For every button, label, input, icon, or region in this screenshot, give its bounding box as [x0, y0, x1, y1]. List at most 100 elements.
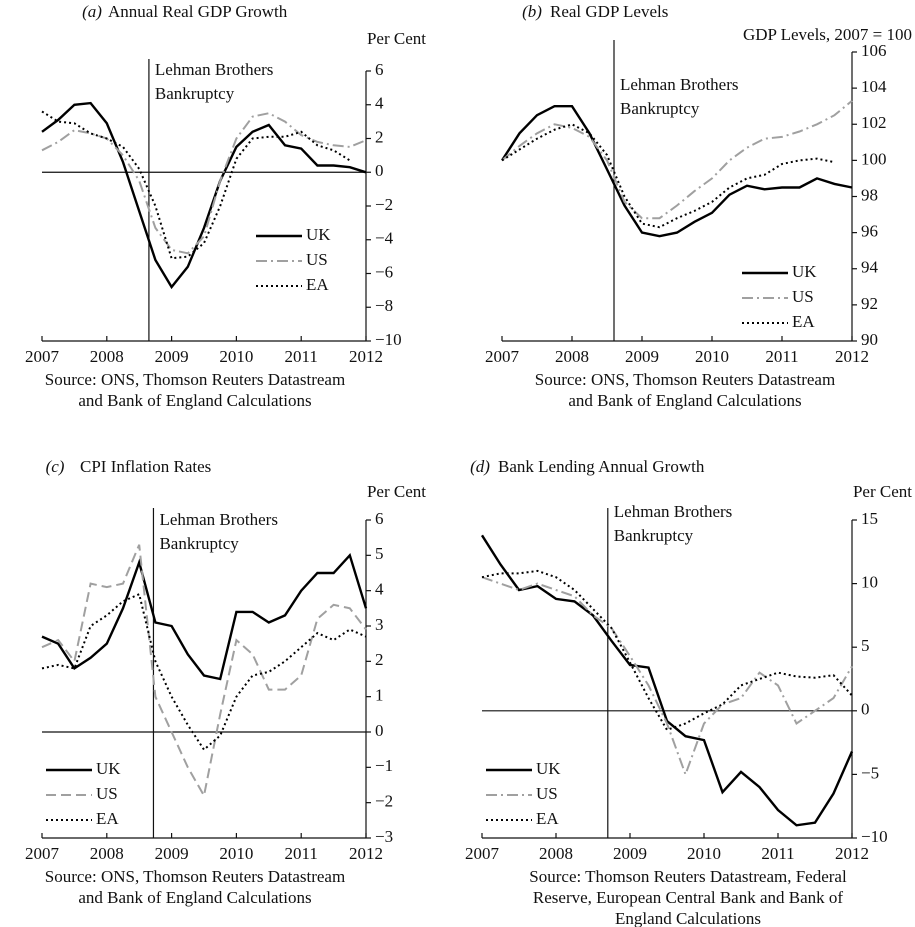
series-line — [41, 592, 367, 752]
y-tick-label: 102 — [861, 113, 887, 132]
x-tick-label: 2012 — [349, 347, 383, 366]
x-tick-label: 2010 — [695, 347, 729, 366]
x-tick-label: 2011 — [285, 844, 318, 863]
legend-label: EA — [536, 809, 559, 828]
panel: (b) Real GDP Levels GDP Levels, 2007 = 100… — [485, 2, 912, 410]
y-tick-label: 6 — [375, 60, 384, 79]
y-tick-label: −6 — [375, 262, 393, 281]
legend-label: EA — [96, 809, 119, 828]
x-tick-label: 2008 — [539, 844, 573, 863]
x-tick-label: 2011 — [761, 844, 794, 863]
y-tick-label: 3 — [375, 615, 384, 634]
y-tick-label: −5 — [861, 763, 879, 782]
x-tick-label: 2009 — [155, 844, 189, 863]
legend-label: US — [96, 784, 118, 803]
chart-title: Bank Lending Annual Growth — [498, 457, 705, 476]
x-tick-label: 2007 — [465, 844, 500, 863]
x-tick-label: 2008 — [90, 347, 124, 366]
y-tick-label: −10 — [375, 330, 402, 349]
source-note: Reserve, European Central Bank and Bank … — [533, 888, 843, 907]
y-axis-label: Per Cent — [367, 482, 426, 501]
y-tick-label: 0 — [375, 721, 384, 740]
x-tick-label: 2012 — [835, 844, 869, 863]
y-tick-label: −1 — [375, 756, 393, 775]
annotation: Lehman Brothers — [155, 60, 273, 79]
y-tick-label: −10 — [861, 827, 888, 846]
y-tick-label: 2 — [375, 650, 384, 669]
legend: UK US EA — [256, 225, 331, 294]
legend-label: EA — [792, 312, 815, 331]
panel: (c) CPI Inflation Rates Per Cent 6 5 4 3 2 1 0 −1 −… — [25, 457, 426, 907]
y-tick-label: 100 — [861, 149, 887, 168]
x-tick-label: 2008 — [555, 347, 589, 366]
y-tick-label: 10 — [861, 573, 878, 592]
y-tick-label: 106 — [861, 41, 887, 60]
source-note: and Bank of England Calculations — [78, 888, 311, 907]
chart-title: CPI Inflation Rates — [80, 457, 211, 476]
panel-label: (d) — [470, 457, 490, 476]
source-note: England Calculations — [615, 909, 761, 927]
y-tick-label: 0 — [375, 161, 384, 180]
x-tick-label: 2012 — [349, 844, 383, 863]
y-axis-label: Per Cent — [367, 29, 426, 48]
legend: UK US EA — [742, 262, 817, 331]
y-tick-label: 98 — [861, 185, 878, 204]
x-tick-label: 2008 — [90, 844, 124, 863]
series-line — [480, 534, 854, 827]
legend-label: UK — [536, 759, 561, 778]
annotation: Bankruptcy — [159, 534, 239, 553]
source-note: Source: ONS, Thomson Reuters Datastream — [535, 370, 835, 389]
x-tick-label: 2009 — [155, 347, 189, 366]
chart-title: Real GDP Levels — [550, 2, 668, 21]
legend-label: UK — [96, 759, 121, 778]
panel: (a) Annual Real GDP Growth Per Cent 6 4 2 0 −2 −… — [25, 2, 426, 410]
x-tick-label: 2012 — [835, 347, 869, 366]
y-tick-label: −8 — [375, 296, 393, 315]
panel-label: (c) — [46, 457, 65, 476]
annotation: Lehman Brothers — [620, 75, 739, 94]
legend-label: UK — [792, 262, 817, 281]
annotation: Bankruptcy — [155, 84, 235, 103]
y-tick-label: 2 — [375, 127, 384, 146]
series-line — [501, 123, 835, 229]
y-tick-label: 1 — [375, 686, 384, 705]
y-tick-label: 5 — [375, 544, 384, 563]
annotation: Lehman Brothers — [159, 510, 278, 529]
panel-label: (a) — [82, 2, 102, 21]
legend-label: UK — [306, 225, 331, 244]
y-tick-label: −2 — [375, 792, 393, 811]
source-note: and Bank of England Calculations — [78, 391, 311, 410]
y-tick-label: 0 — [861, 700, 870, 719]
y-tick-label: 4 — [375, 580, 384, 599]
legend-label: US — [536, 784, 558, 803]
series-line — [481, 569, 853, 732]
legend-label: EA — [306, 275, 329, 294]
series-line — [501, 100, 853, 220]
source-note: Source: ONS, Thomson Reuters Datastream — [45, 867, 345, 886]
series-line — [41, 101, 367, 290]
y-tick-label: 4 — [375, 94, 384, 113]
x-tick-label: 2011 — [765, 347, 798, 366]
x-tick-label: 2007 — [485, 347, 520, 366]
legend-label: US — [792, 287, 814, 306]
x-tick-label: 2011 — [285, 347, 318, 366]
series-line — [481, 576, 853, 778]
series-line — [41, 552, 368, 681]
x-tick-label: 2009 — [625, 347, 659, 366]
annotation: Bankruptcy — [614, 526, 694, 545]
y-tick-label: 6 — [375, 509, 384, 528]
chart-title: Annual Real GDP Growth — [108, 2, 288, 21]
x-tick-label: 2009 — [613, 844, 647, 863]
panel: (d) Bank Lending Annual Growth Per Cent 15 1… — [465, 457, 912, 927]
y-tick-label: 94 — [861, 258, 879, 277]
x-tick-label: 2010 — [219, 844, 253, 863]
y-axis-label: GDP Levels, 2007 = 100 — [743, 25, 912, 44]
annotation: Bankruptcy — [620, 99, 700, 118]
y-tick-label: 15 — [861, 509, 878, 528]
legend: UK US EA — [46, 759, 121, 828]
panel-label: (b) — [522, 2, 542, 21]
y-tick-label: −3 — [375, 827, 393, 846]
series-line — [41, 544, 367, 799]
y-tick-label: 90 — [861, 330, 878, 349]
